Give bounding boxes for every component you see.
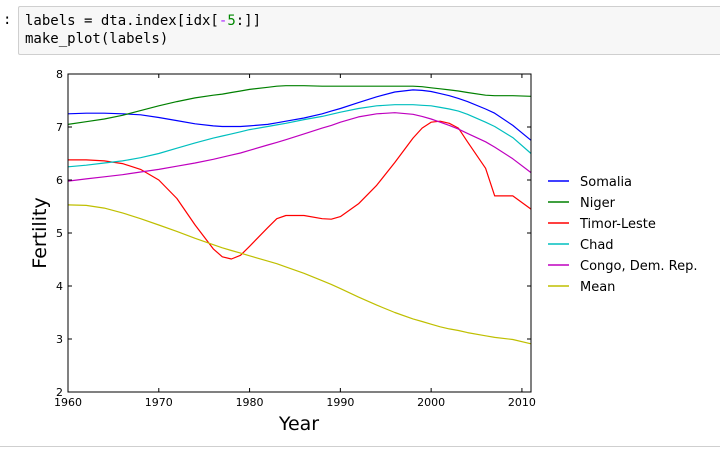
code-line-1-end: :]] <box>235 13 262 29</box>
x-tick-label: 1990 <box>326 396 354 409</box>
series-line-mean <box>67 204 532 345</box>
series-line-congo-dem-rep <box>67 112 532 182</box>
legend-label-timor-leste: Timor-Leste <box>579 217 656 232</box>
cell-bottom-border <box>0 446 720 447</box>
y-tick-label: 2 <box>56 386 63 399</box>
fertility-line-chart: 1960 1970 1980 1990 2000 2010 2 3 4 5 6 7 8 Fertilit… <box>29 68 698 435</box>
legend-label-congo-dem-rep: Congo, Dem. Rep. <box>580 259 698 274</box>
code-input-area[interactable]: labels = dta.index[idx[-5:]] make_plot(l… <box>18 6 720 55</box>
plot-background <box>68 74 531 392</box>
code-line-2: make_plot(labels) <box>25 31 169 47</box>
x-tick-label: 1960 <box>54 396 82 409</box>
y-tick-label: 5 <box>56 227 63 240</box>
series-line-timor-leste <box>68 120 532 260</box>
legend-label-mean: Mean <box>580 280 615 295</box>
legend-label-niger: Niger <box>580 196 616 211</box>
chart-legend: Somalia Niger Timor-Leste Chad Congo, Dem. R… <box>548 175 698 295</box>
series-layer <box>67 85 532 345</box>
y-tick-label: 6 <box>56 174 63 187</box>
series-line-niger <box>67 85 532 125</box>
y-tick-label: 4 <box>56 280 63 293</box>
x-axis-label: Year <box>278 413 319 435</box>
y-tick-label: 3 <box>56 333 63 346</box>
code-line-1-start: labels = dta.index[idx[ <box>25 13 219 29</box>
y-tick-label: 8 <box>56 68 63 81</box>
code-line-1-operator: - <box>218 13 228 29</box>
x-tick-label: 2000 <box>417 396 445 409</box>
x-tick-label: 1970 <box>145 396 173 409</box>
cell-output: 1960 1970 1980 1990 2000 2010 2 3 4 5 6 7 8 Fertilit… <box>18 62 718 442</box>
code-line-1-number: 5 <box>227 13 236 29</box>
series-line-somalia <box>67 89 532 141</box>
code-cell[interactable]: : labels = dta.index[idx[-5:]] make_plot… <box>0 0 720 58</box>
x-tick-label: 2010 <box>508 396 536 409</box>
y-axis-label: Fertility <box>29 197 51 268</box>
series-line-chad <box>67 104 532 168</box>
cell-prompt: : <box>3 12 12 28</box>
x-tick-label: 1980 <box>236 396 264 409</box>
y-tick-label: 7 <box>56 121 63 134</box>
ticks-layer: 1960 1970 1980 1990 2000 2010 2 3 4 5 6 7 8 <box>54 68 536 409</box>
code-line-1: labels = dta.index[idx[-5:]] <box>25 12 261 30</box>
legend-label-chad: Chad <box>580 238 614 253</box>
legend-label-somalia: Somalia <box>580 175 632 190</box>
